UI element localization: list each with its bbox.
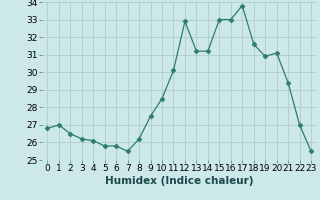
X-axis label: Humidex (Indice chaleur): Humidex (Indice chaleur) [105, 176, 253, 186]
